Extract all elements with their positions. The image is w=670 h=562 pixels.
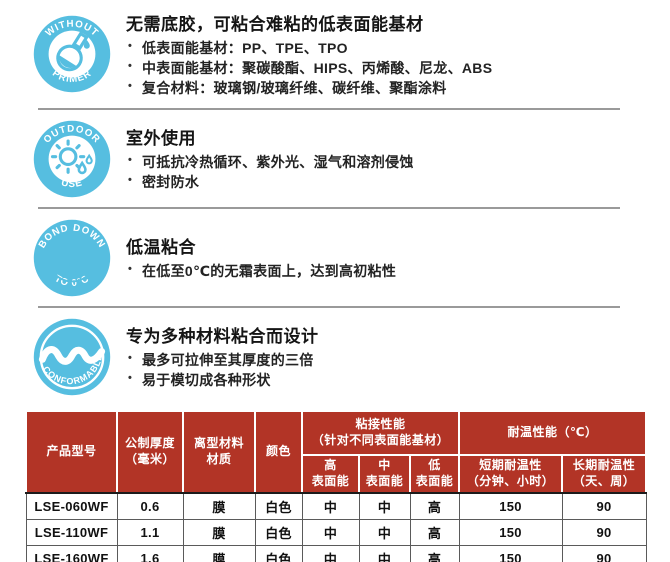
cell-long-term: 90	[561, 518, 647, 546]
section-divider	[38, 107, 620, 110]
cell-low: 高	[409, 544, 460, 562]
header-mid-surface-energy: 中 表面能	[358, 453, 411, 494]
feature-bullets: 在低至0℃的无霜表面上，达到高初粘性	[126, 262, 396, 282]
cell-model: LSE-060WF	[25, 492, 118, 520]
header-color: 颜色	[254, 409, 303, 494]
feature-text-block: 低温粘合 在低至0℃的无霜表面上，达到高初粘性	[126, 233, 396, 282]
cell-long-term: 90	[561, 544, 647, 562]
cell-high: 中	[301, 518, 360, 546]
feature-bullet: 中表面能基材：聚碳酸酯、HIPS、丙烯酸、尼龙、ABS	[126, 59, 492, 79]
header-thickness: 公制厚度 （毫米）	[116, 409, 184, 494]
cell-thickness: 1.1	[116, 518, 184, 546]
header-long-term-temp: 长期耐温性 （天、周）	[560, 453, 648, 494]
cell-release: 膜	[182, 518, 256, 546]
cell-low: 高	[409, 492, 460, 520]
feature-title: 无需底胶，可粘合难粘的低表面能基材	[126, 15, 424, 34]
table-row: LSE-110WF 1.1 膜 白色 中 中 高 150 90	[25, 518, 647, 546]
cell-color: 白色	[254, 492, 303, 520]
feature-low-temperature: BOND DOWN TO 0°C 低温粘合 在低至0℃的无霜表面上，达到高初粘性	[33, 219, 670, 297]
cell-short-term: 150	[458, 518, 563, 546]
header-low-surface-energy: 低 表面能	[409, 453, 460, 494]
feature-bullet: 最多可拉伸至其厚度的三倍	[126, 351, 319, 371]
cell-thickness: 0.6	[116, 492, 184, 520]
feature-no-primer: WITHOUT PRIMER 无需底胶，可粘合难粘的低表面能基材 低表面能基材：…	[33, 10, 670, 99]
feature-bullet: 在低至0℃的无霜表面上，达到高初粘性	[126, 262, 396, 282]
feature-bullet: 复合材料：玻璃钢/玻璃纤维、碳纤维、聚酯涂料	[126, 79, 492, 99]
feature-text-block: 专为多种材料粘合而设计 最多可拉伸至其厚度的三倍 易于模切成各种形状	[126, 322, 319, 391]
cell-mid: 中	[358, 518, 411, 546]
feature-bullets: 可抵抗冷热循环、紫外光、湿气和溶剂侵蚀 密封防水	[126, 153, 414, 193]
cell-model: LSE-160WF	[25, 544, 118, 562]
cell-color: 白色	[254, 518, 303, 546]
outdoor-use-sun-icon: OUTDOOR USE	[33, 120, 111, 198]
cell-mid: 中	[358, 544, 411, 562]
cell-release: 膜	[182, 492, 256, 520]
feature-conformable: CONFORMABLE 专为多种材料粘合而设计 最多可拉伸至其厚度的三倍 易于模…	[33, 318, 670, 396]
cell-color: 白色	[254, 544, 303, 562]
feature-title: 室外使用	[126, 129, 196, 149]
feature-bullet: 易于模切成各种形状	[126, 371, 319, 391]
feature-bullets: 最多可拉伸至其厚度的三倍 易于模切成各种形状	[126, 351, 319, 391]
section-divider	[38, 206, 620, 209]
feature-outdoor-use: OUTDOOR USE	[33, 120, 670, 198]
cell-low: 高	[409, 518, 460, 546]
cell-short-term: 150	[458, 492, 563, 520]
feature-bullet: 密封防水	[126, 173, 414, 193]
feature-bullet: 低表面能基材：PP、TPE、TPO	[126, 39, 492, 59]
header-temperature-group: 耐温性能（℃）	[457, 409, 648, 456]
cell-thickness: 1.6	[116, 544, 184, 562]
header-high-surface-energy: 高 表面能	[301, 453, 360, 494]
no-primer-flask-icon: WITHOUT PRIMER	[33, 15, 111, 93]
header-release-material: 离型材料 材质	[182, 409, 256, 494]
table-header: 产品型号 公制厚度 （毫米） 离型材料 材质 颜色 粘接性能 （针对不同表面能基…	[25, 409, 648, 494]
cell-model: LSE-110WF	[25, 518, 118, 546]
feature-title: 低温粘合	[126, 238, 196, 258]
feature-text-block: 无需底胶，可粘合难粘的低表面能基材 低表面能基材：PP、TPE、TPO 中表面能…	[126, 10, 492, 99]
cell-release: 膜	[182, 544, 256, 562]
table-row: LSE-160WF 1.6 膜 白色 中 中 高 150 90	[25, 544, 647, 562]
cell-long-term: 90	[561, 492, 647, 520]
header-short-term-temp: 短期耐温性 （分钟、小时）	[458, 453, 563, 494]
table-row: LSE-060WF 0.6 膜 白色 中 中 高 150 90	[25, 492, 647, 520]
header-adhesion-group: 粘接性能 （针对不同表面能基材）	[301, 409, 460, 456]
conformable-wave-icon: CONFORMABLE	[33, 318, 111, 396]
cell-short-term: 150	[458, 544, 563, 562]
feature-text-block: 室外使用 可抵抗冷热循环、紫外光、湿气和溶剂侵蚀 密封防水	[126, 124, 414, 193]
header-product: 产品型号	[25, 409, 118, 494]
feature-title: 专为多种材料粘合而设计	[126, 327, 319, 347]
cell-mid: 中	[358, 492, 411, 520]
feature-bullet: 可抵抗冷热循环、紫外光、湿气和溶剂侵蚀	[126, 153, 414, 173]
feature-list: WITHOUT PRIMER 无需底胶，可粘合难粘的低表面能基材 低表面能基材：…	[0, 0, 670, 396]
cell-high: 中	[301, 492, 360, 520]
cell-high: 中	[301, 544, 360, 562]
table-body: LSE-060WF 0.6 膜 白色 中 中 高 150 90 LSE-110W…	[25, 492, 647, 562]
feature-bullets: 低表面能基材：PP、TPE、TPO 中表面能基材：聚碳酸酯、HIPS、丙烯酸、尼…	[126, 39, 492, 99]
product-spec-table: 产品型号 公制厚度 （毫米） 离型材料 材质 颜色 粘接性能 （针对不同表面能基…	[25, 409, 648, 562]
low-temperature-thermometer-icon: BOND DOWN TO 0°C	[33, 219, 111, 297]
section-divider	[38, 305, 620, 308]
